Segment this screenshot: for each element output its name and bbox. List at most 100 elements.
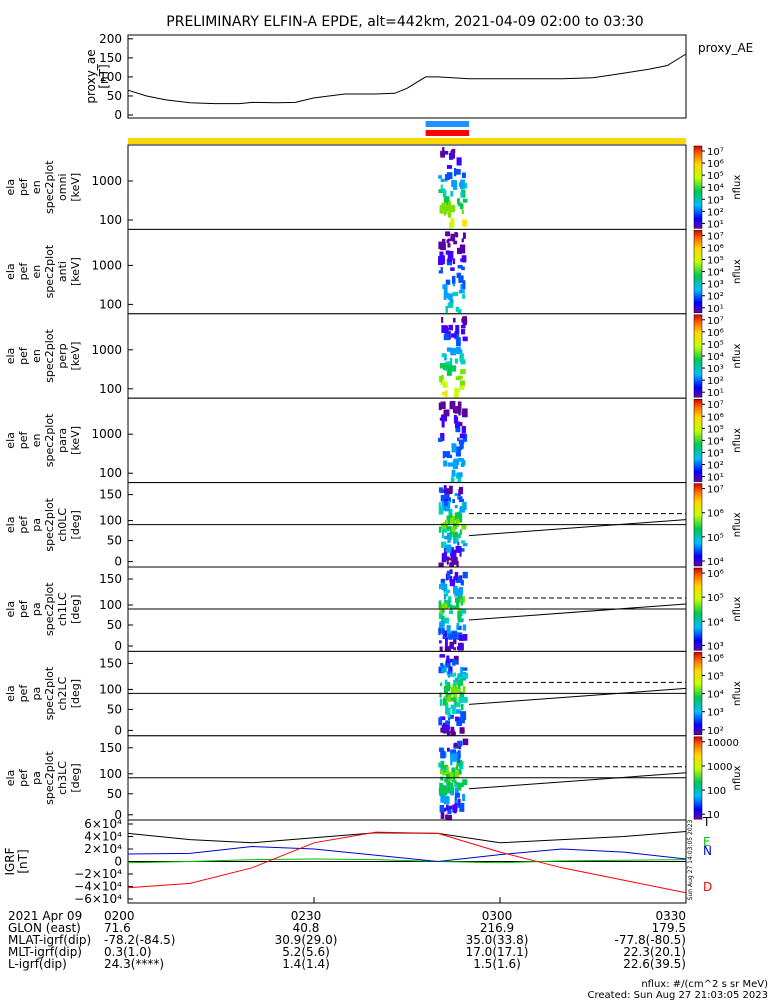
spectrogram-cell (452, 499, 456, 504)
spectrogram-cell (453, 742, 460, 747)
spectrogram-cell (445, 279, 451, 285)
spectrogram-cell (447, 302, 454, 308)
footer-cell: 0300 (482, 909, 513, 923)
spectrogram-cell (441, 541, 447, 548)
spectrogram-cell (462, 501, 467, 511)
spectrogram-cell (458, 798, 461, 806)
spectrogram-cell (444, 288, 448, 297)
spectrogram-cell (455, 765, 458, 770)
spectrogram-cell (462, 696, 468, 703)
spectrogram-cell (444, 178, 448, 182)
spectrogram-cell (457, 401, 462, 410)
spectrogram-cell (454, 504, 458, 509)
spectrogram-cell (440, 750, 446, 759)
spectrogram-cell (449, 562, 455, 570)
spectrogram-cell (462, 571, 468, 579)
spectrogram-panel-ch1LC: 150 100 50 0 ela pef pa spec2plot ch1LC [deg] 10⁶ 1… (4, 566, 743, 655)
spectrogram-cell (448, 666, 453, 675)
spectrogram-cell (458, 673, 463, 678)
spectrogram-data (439, 316, 468, 398)
spectrogram-cell (438, 600, 442, 609)
colorbar-tick-label: 10³ (707, 195, 724, 206)
spectrogram-cell (455, 427, 461, 433)
spectrogram-cell (449, 658, 454, 663)
colorbar-tick-label: 10³ (707, 448, 724, 459)
spectrogram-cell (447, 293, 453, 300)
spectrogram-cell (456, 198, 460, 204)
spectrogram-cell (445, 522, 448, 530)
spectrogram-cell (445, 702, 449, 711)
spectrogram-cell (454, 677, 458, 682)
colorbar-tick-label: 10⁷ (707, 147, 724, 158)
footer-row-label: MLAT-igrf(dip) (8, 933, 91, 947)
igrf-series-N (127, 845, 687, 863)
spectrogram-cell (461, 238, 464, 243)
colorbar-tick-label: 10⁷ (707, 316, 724, 327)
spectrogram-cell (460, 692, 465, 698)
spectrogram-cell (452, 408, 459, 413)
spectrogram-cell (462, 294, 466, 299)
spectrogram-cell (457, 202, 463, 207)
spectrogram-cell (457, 265, 463, 269)
spectrogram-cell (451, 605, 457, 610)
spectrogram-cell (439, 692, 442, 698)
spectrogram-cell (458, 644, 463, 651)
spectrogram-cell (441, 353, 446, 358)
spectrogram-cell (439, 804, 445, 813)
spectrogram-cell (453, 585, 458, 594)
colorbar-tick-label: 10² (707, 207, 724, 218)
spectrogram-cell (444, 519, 449, 526)
panel-ytick-label: 100 (99, 297, 122, 311)
spectrogram-cell (445, 544, 452, 553)
spectrogram-cell (459, 244, 466, 254)
spectrogram-cell (457, 247, 462, 255)
spectrogram-cell (454, 702, 461, 708)
spectrogram-cell (462, 280, 466, 289)
panel-ytick-label: 1000 (91, 427, 122, 441)
footer-cell: -78.2(-84.5) (104, 933, 175, 947)
panel-ylabel: spec2plot (43, 497, 56, 551)
spectrogram-cell (452, 755, 458, 761)
footer-cell: 35.0(33.8) (466, 933, 529, 947)
spectrogram-cell (461, 540, 466, 544)
loss-cone-line (468, 772, 687, 790)
spectrogram-cell (453, 317, 456, 323)
proxy-ae-panel: 200 150 100 50 0 proxy_AE proxy_ae [nT] (84, 32, 753, 122)
spectrogram-cell (446, 367, 452, 376)
spectrogram-cell (449, 578, 456, 587)
colorbar (693, 145, 703, 229)
spectrogram-cell (440, 582, 445, 587)
spectrogram-cell (443, 409, 450, 417)
spectrogram-cell (446, 570, 451, 579)
panel-ylabel: [keV] (69, 426, 82, 455)
spectrogram-cell (449, 575, 453, 582)
spectrogram-cell (450, 704, 456, 710)
spectrogram-cell (458, 486, 464, 495)
spectrogram-cell (453, 647, 456, 651)
spectrogram-cell (461, 328, 466, 335)
spectrogram-cell (443, 292, 447, 300)
colorbar-label: nflux (732, 512, 743, 537)
spectrogram-cell (456, 511, 461, 520)
spectrogram-cell (461, 524, 467, 530)
spectrogram-data (438, 231, 467, 315)
panel-ytick-label: 100 (99, 514, 122, 528)
spectrogram-cell (440, 376, 445, 385)
spectrogram-cell (446, 747, 450, 752)
spectrogram-cell (455, 472, 459, 479)
spectrogram-cell (461, 255, 467, 263)
spectrogram-cell (452, 531, 458, 538)
panel-ylabel: anti (56, 261, 69, 282)
spectrogram-cell (442, 404, 446, 408)
panel-ylabel: ela (4, 348, 17, 365)
panel-ylabel: [deg] (69, 679, 82, 708)
spectrogram-cell (458, 682, 461, 689)
spectrogram-cell (461, 502, 465, 510)
spectrogram-cell (446, 804, 449, 810)
spectrogram-cell (455, 770, 459, 778)
colorbar-tick-label: 10¹ (707, 219, 724, 230)
spectrogram-cell (439, 747, 444, 752)
spectrogram-cell (457, 476, 462, 484)
spectrogram-cell (439, 251, 444, 258)
